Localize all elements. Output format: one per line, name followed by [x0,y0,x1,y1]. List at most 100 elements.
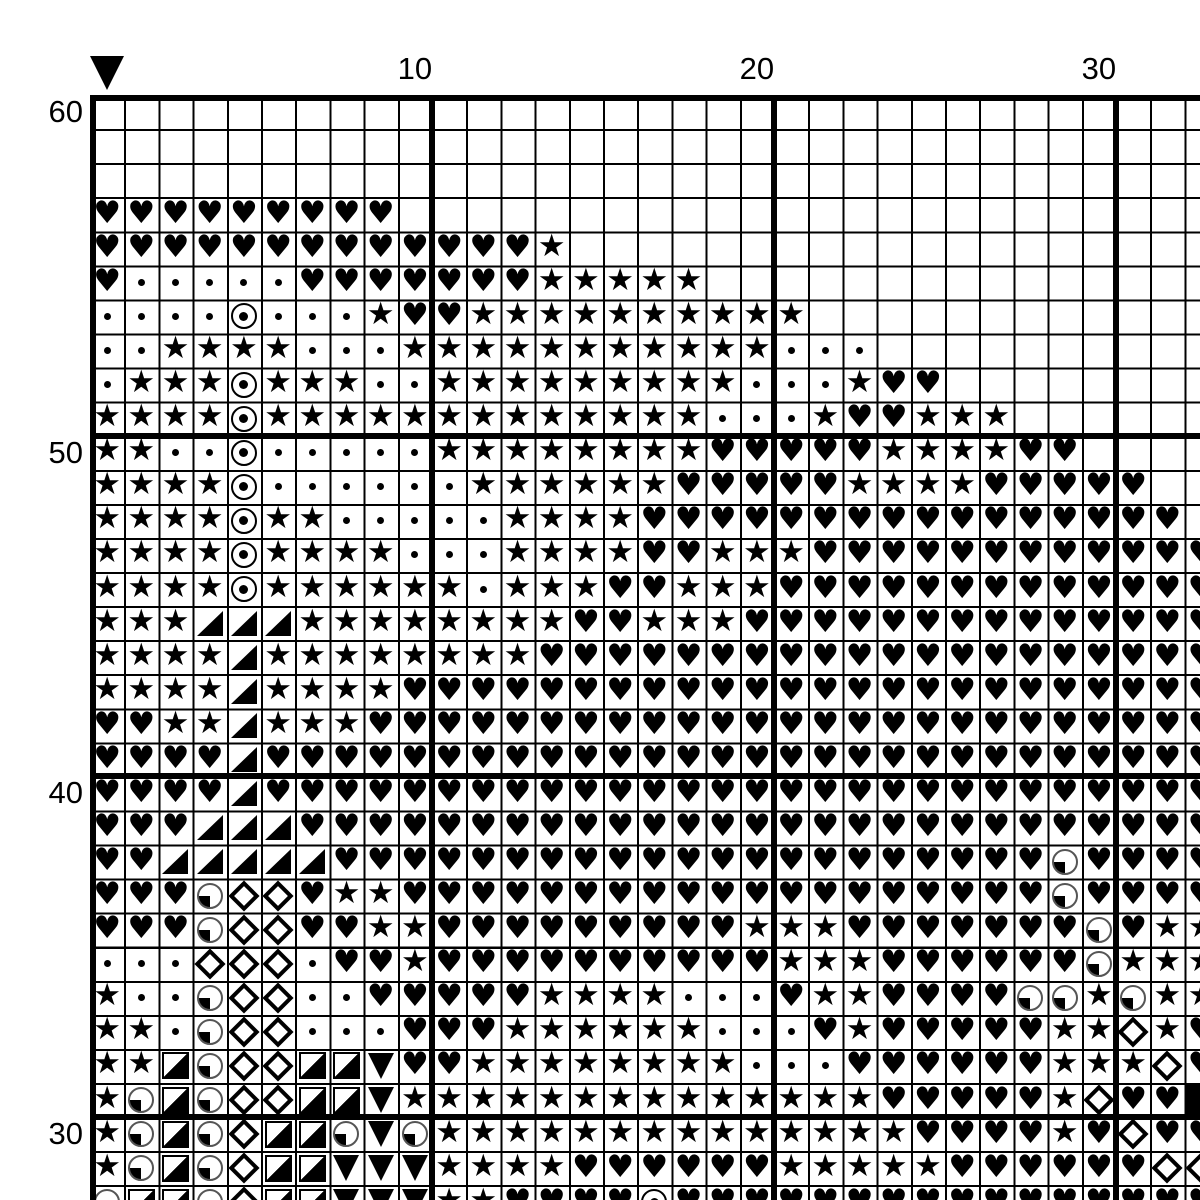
heart-icon: ♥ [948,535,976,572]
heart-icon: ♥ [1050,535,1079,572]
heart-icon: ♥ [469,262,498,299]
star-icon: ★ [161,500,190,537]
quarter-circle-icon [124,1151,158,1185]
corner-triangle-icon [193,845,227,879]
quarter-circle-icon [193,913,227,947]
star-icon: ★ [640,295,669,332]
open-diamond-icon [1150,1049,1184,1083]
star-icon: ★ [400,398,429,435]
star-icon: ★ [811,1079,840,1116]
circled-dot-icon [227,402,261,436]
star-icon: ★ [640,1045,669,1082]
half-filled-square-icon [158,1049,192,1083]
open-diamond-icon [227,1185,261,1200]
star-icon: ★ [537,227,566,264]
heart-icon: ♥ [400,671,429,708]
heart-icon: ♥ [1184,1117,1200,1151]
heart-icon: ♥ [742,773,771,810]
heart-icon: ♥ [674,637,703,674]
heart-icon: ♥ [777,808,805,844]
heart-icon: ♥ [777,876,805,913]
heart-icon: ♥ [674,808,703,844]
dot-icon [261,299,295,333]
dot-icon [90,368,124,402]
heart-icon: ♥ [1016,535,1045,572]
corner-triangle-icon [227,640,261,674]
dot-icon [193,265,227,299]
dot-icon [124,333,158,367]
star-icon: ★ [708,1045,737,1082]
star-icon: ★ [913,432,942,469]
heart-icon: ♥ [127,808,156,844]
star-icon: ★ [571,1011,600,1048]
heart-icon: ♥ [1153,808,1182,844]
star-icon: ★ [640,602,669,639]
heart-icon: ♥ [640,944,669,981]
star-icon: ★ [195,568,224,605]
heart-icon: ♥ [945,1185,979,1200]
star-icon: ★ [571,1079,600,1116]
heart-icon: ♥ [606,705,634,742]
star-icon: ★ [298,704,327,741]
star-icon: ★ [127,602,156,639]
heart-icon: ♥ [1119,467,1147,504]
heart-icon: ♥ [298,262,327,299]
heart-icon: ♥ [606,637,634,674]
down-triangle-icon [329,1185,363,1200]
star-icon: ★ [640,1113,669,1150]
heart-icon: ♥ [1119,569,1147,606]
star-icon: ★ [606,1045,634,1082]
star-icon: ★ [913,1147,942,1184]
star-icon: ★ [332,636,361,673]
heart-icon: ♥ [1016,910,1045,947]
heart-icon: ♥ [537,876,566,913]
star-icon: ★ [845,364,874,401]
quarter-circle-icon [193,1015,227,1049]
star-icon: ★ [332,875,361,912]
star-icon: ★ [571,1113,600,1150]
heart-icon: ♥ [606,603,634,640]
dot-icon [329,436,363,470]
star-icon: ★ [503,1079,532,1116]
star-icon: ★ [469,1045,498,1082]
heart-icon: ♥ [127,842,156,879]
quarter-circle-icon [193,879,227,913]
star-icon: ★ [708,1113,737,1150]
heart-icon: ♥ [845,808,874,844]
dot-icon [124,947,158,981]
open-diamond-icon [261,1015,295,1049]
star-icon: ★ [435,636,463,673]
heart-icon: ♥ [913,1046,942,1083]
circled-dot-icon [227,538,261,572]
heart-icon: ♥ [1153,876,1182,913]
star-icon: ★ [777,1079,805,1116]
heart-icon: ♥ [742,705,771,742]
open-diamond-icon [261,947,295,981]
heart-icon: ♥ [674,501,703,538]
down-triangle-icon [364,1185,398,1200]
heart-icon: ♥ [1184,776,1200,810]
heart-icon: ♥ [1184,742,1200,776]
dot-icon [295,947,329,981]
star-icon: ★ [879,432,908,469]
star-icon: ★ [640,432,669,469]
star-icon: ★ [195,500,224,537]
heart-icon: ♥ [948,1080,976,1117]
heart-icon: ♥ [948,1012,976,1049]
heart-icon: ♥ [948,808,976,844]
star-icon: ★ [777,295,805,332]
heart-icon: ♥ [1084,773,1113,810]
heart-icon: ♥ [948,569,976,606]
corner-triangle-icon [227,776,261,810]
dot-icon [706,402,740,436]
heart-icon: ♥ [1050,671,1079,708]
heart-icon: ♥ [845,569,874,606]
column-label: 10 [397,51,433,86]
down-triangle-icon [364,1083,398,1117]
heart-icon: ♥ [93,739,121,776]
star-icon: ★ [161,364,190,401]
dot-icon [808,1049,842,1083]
dot-icon [671,981,705,1015]
heart-icon: ♥ [845,910,874,947]
